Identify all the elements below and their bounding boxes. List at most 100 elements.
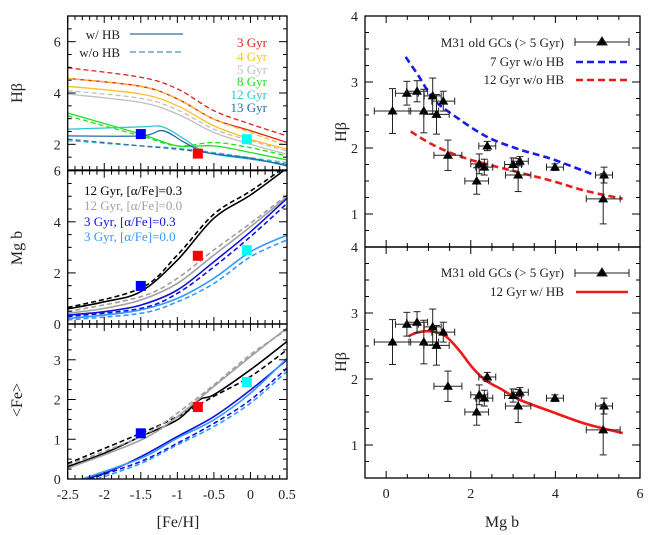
triangle-marker [599,170,610,179]
axes-frame [364,15,641,248]
triangle-marker [482,141,493,150]
data-point [546,162,564,171]
series-line [67,85,287,150]
y-tick-label: 4 [54,216,61,231]
y-tick-label: 2 [54,138,61,153]
data-point [585,173,621,225]
legend-age-5gyr: 5 Gyr [237,62,268,77]
triangle-marker [513,401,524,410]
panel-bottom-left: 0 1 2 3 -2.5 -2 -1.5 -1 -0.5 0 0.5 [54,323,296,503]
triangle-marker [412,317,423,326]
triangle-marker [438,327,449,336]
square-marker [135,129,146,140]
square-marker [135,280,146,291]
triangle-marker [442,150,453,159]
y-tick-label: 1 [54,433,61,448]
series-line [67,138,287,166]
triangle-marker [387,337,398,346]
triangle-marker [418,106,429,115]
x-tick-label: -2 [98,488,110,503]
data-point [478,371,497,383]
series-line [67,129,287,167]
ticks [67,170,288,325]
triangle-marker [474,158,485,168]
y-tick-label: 3 [351,307,358,322]
triangle-marker [479,162,490,171]
data-point [433,139,463,171]
triangle-marker [471,407,482,416]
data-point [510,387,529,398]
x-tick-label: 4 [552,487,559,502]
series-line [96,370,287,479]
legend-age-3gyr: 3 Gyr [237,35,268,50]
plot-area [67,67,287,167]
legend-label-without-hb: w/o HB [79,45,120,60]
ylabel-bottom-left: <Fe> [9,383,26,417]
series-line [408,329,624,435]
xlabel-left: [Fe/H] [157,514,200,531]
data-point [504,158,532,193]
triangle-marker [471,176,482,185]
ylabel-top-left: Hβ [9,83,26,103]
y-tick-label: 2 [351,373,358,388]
triangle-marker [427,90,438,100]
square-marker [192,250,203,261]
ylabel-top-right: Hβ [333,122,350,142]
data-point [464,167,490,195]
data-point [595,397,613,415]
square-marker [241,245,252,256]
legend-12gyr-without-hb: 12 Gyr w/o HB [483,72,564,87]
square-marker [241,134,252,145]
triangle-marker [599,401,610,410]
legend-12gyr-with-hb: 12 Gyr w/ HB [490,284,564,299]
data-point [433,370,463,402]
data-point [423,325,450,366]
y-tick-label: 4 [351,10,358,25]
y-tick-label: 2 [54,394,61,409]
triangle-marker [598,193,609,203]
series-line [67,194,287,313]
legend-12gyr-alpha03: 12 Gyr, [α/Fe]=0.3 [84,183,182,198]
axes-frame [364,246,641,479]
series-line [67,67,287,137]
series-line [67,327,287,470]
series-line [89,367,287,479]
series-line [67,112,287,161]
legend-symbol-m31-bottom [574,267,630,277]
series-line [82,357,287,479]
ticks [364,246,641,479]
xlabel-right: Mg b [485,514,519,531]
legend-m31-gcs-bottom: M31 old GCs (> 5 Gyr) [441,265,564,280]
series-line [67,125,287,166]
x-tick-label: -1.5 [130,488,152,503]
series-line [67,93,287,155]
plot-area [67,327,287,479]
triangle-marker [549,162,560,171]
data-point [431,90,456,112]
ylabel-bottom-right: Hβ [333,352,350,372]
x-tick-label: 0 [383,487,390,502]
triangle-marker [438,96,449,105]
series-line [67,239,287,321]
ylabel-middle-left: Mg b [9,231,26,265]
data-point [373,88,412,134]
triangle-marker [431,109,442,118]
legend-age-8gyr: 8 Gyr [237,74,268,89]
data-point [546,393,564,402]
legend-age-12gyr: 12 Gyr [231,87,268,102]
legend-label-with-hb: w/ HB [86,27,121,42]
legend-age-13gyr: 13 Gyr [231,100,268,115]
x-tick-label: 2 [467,487,474,502]
triangle-marker [427,321,438,331]
legend-symbol-m31-top [574,36,630,46]
panel-top-left: 2 4 6 [54,15,288,171]
y-tick-label: 2 [351,142,358,157]
y-tick-label: 1 [351,208,358,223]
triangle-marker [514,156,525,165]
y-tick-label: 3 [54,354,61,369]
y-tick-label: 0 [54,473,61,488]
y-tick-label: 4 [54,87,61,102]
ticks [67,15,288,171]
series-line [67,202,287,318]
x-tick-label: 0.5 [278,488,296,503]
